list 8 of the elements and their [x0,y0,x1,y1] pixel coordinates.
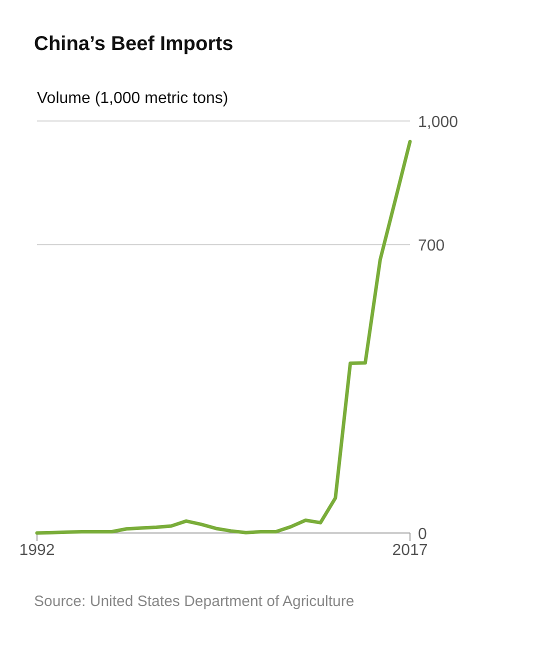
y-axis-title: Volume (1,000 metric tons) [37,90,228,107]
chart-title: China’s Beef Imports [34,33,234,55]
x-tick-label: 2017 [392,542,428,559]
x-tick-label: 1992 [19,542,55,559]
source-note: Source: United States Department of Agriculture [34,593,354,610]
y-tick-label: 700 [418,238,445,255]
y-tick-label: 1,000 [418,114,458,131]
y-tick-label: 0 [418,526,427,543]
